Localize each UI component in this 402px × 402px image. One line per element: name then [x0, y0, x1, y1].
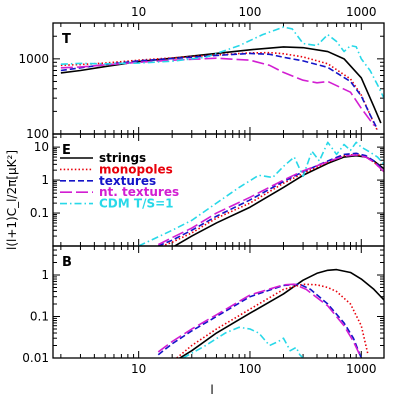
y-axis-label: l(l+1)C_l/2π[μK²] — [5, 150, 19, 250]
panel-label-b: B — [62, 255, 72, 270]
y-tick-label: 0.01 — [22, 351, 49, 365]
x-tick-label-bottom: 1000 — [346, 362, 377, 376]
legend-label: strings — [99, 151, 146, 165]
panel-e: 0.1 1 10 E — [30, 133, 385, 247]
panel-frame — [52, 245, 385, 359]
series-line-cdm-t-s-1 — [182, 326, 304, 358]
panel-b: 0.01 0.1 1B — [22, 245, 385, 365]
series-line-nt-textures — [157, 283, 363, 358]
x-axis-label: l — [210, 383, 213, 397]
series-line-nt-textures — [157, 154, 384, 246]
series-line-monopoles — [176, 283, 369, 358]
y-tick-label: 0.1 — [30, 310, 49, 324]
legend-label: textures — [99, 174, 156, 188]
y-tick-label: 100 — [26, 127, 49, 141]
panel-t: 100 1000 T — [18, 22, 385, 141]
series-line-strings — [60, 46, 382, 124]
y-tick-label: 1 — [41, 268, 49, 282]
x-tick-label-top: 10 — [131, 5, 146, 19]
series-line-cdm-t-s-1 — [60, 26, 384, 99]
top-x-axis: 10 100 1000 — [131, 5, 377, 19]
legend-label: CDM T/S=1 — [99, 197, 174, 211]
bottom-x-axis: 10 100 1000 — [131, 362, 377, 376]
series-line-strings — [178, 268, 384, 358]
series-group — [60, 26, 384, 132]
x-tick-label-top: 100 — [239, 5, 262, 19]
series-line-nt-textures — [60, 57, 375, 126]
y-tick-label: 10 — [34, 140, 49, 154]
series-line-monopoles — [60, 51, 379, 132]
panel-label-t: T — [62, 32, 71, 47]
x-tick-label-bottom: 10 — [131, 362, 146, 376]
series-line-textures — [157, 283, 363, 358]
y-tick-label: 0.1 — [30, 206, 49, 220]
series-group — [138, 141, 384, 246]
series-line-monopoles — [159, 153, 384, 246]
legend-label: nt. textures — [99, 185, 179, 199]
series-group — [157, 268, 384, 358]
y-tick-label: 1 — [41, 173, 49, 187]
x-tick-label-top: 1000 — [346, 5, 377, 19]
panel-label-e: E — [62, 143, 71, 158]
legend-label: monopoles — [99, 162, 173, 176]
series-line-strings — [173, 154, 384, 246]
x-tick-label-bottom: 100 — [239, 362, 262, 376]
y-tick-label: 1000 — [18, 52, 49, 66]
series-line-cdm-t-s-1 — [138, 141, 384, 246]
